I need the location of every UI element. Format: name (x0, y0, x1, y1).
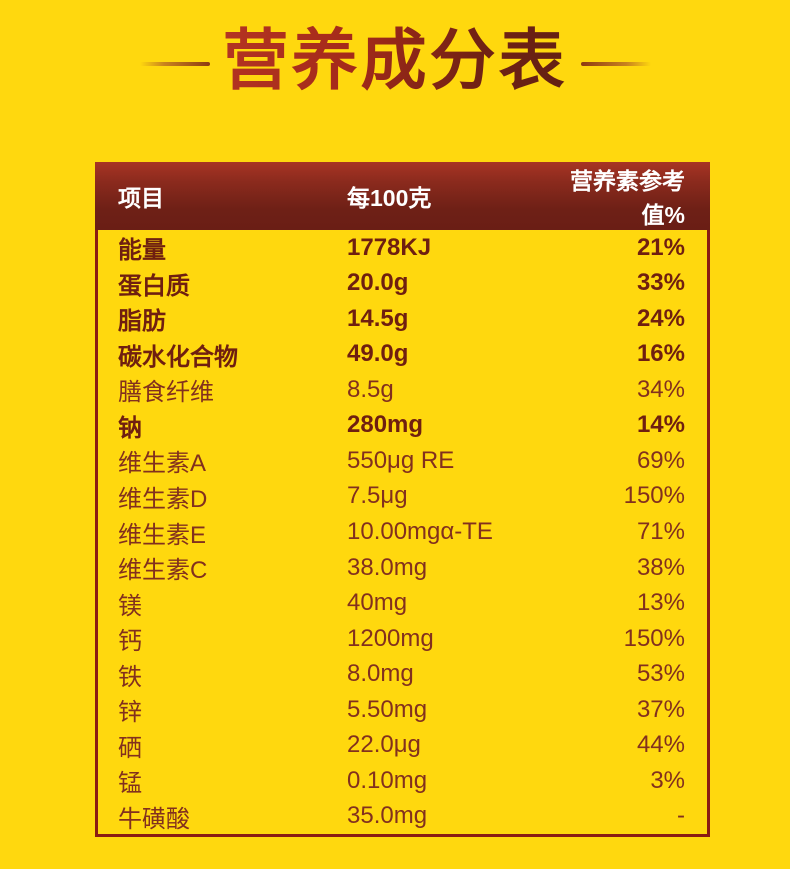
row-nrv-percent: 150% (623, 624, 685, 652)
row-nutrient-label: 牛磺酸 (118, 805, 190, 833)
table-row: 能量 1778KJ 21% (98, 230, 707, 266)
table-row: 维生素A 550μg RE 69% (98, 443, 707, 479)
row-nrv-percent: 14% (636, 411, 685, 439)
header-per-100g-column: 每100克 (347, 185, 432, 211)
row-amount-value: 22.0μg (347, 731, 421, 759)
row-nutrient-label: 维生素C (118, 557, 208, 585)
row-nutrient-label: 能量 (118, 237, 166, 265)
row-amount-value: 40mg (347, 589, 408, 617)
row-amount-value: 1200mg (347, 624, 434, 652)
row-amount-value: 550μg RE (347, 446, 455, 474)
row-nrv-percent: - (677, 802, 685, 830)
table-row: 硒 22.0μg 44% (98, 727, 707, 763)
row-amount-value: 7.5μg (347, 482, 408, 510)
row-nutrient-label: 钠 (118, 414, 142, 442)
table-row: 锌 5.50mg 37% (98, 692, 707, 728)
row-nutrient-label: 膳食纤维 (118, 379, 214, 407)
table-row: 维生素D 7.5μg 150% (98, 479, 707, 515)
row-nutrient-label: 维生素A (118, 450, 207, 478)
row-nrv-percent: 37% (636, 695, 685, 723)
row-nrv-percent: 71% (636, 518, 685, 546)
table-row: 镁 40mg 13% (98, 585, 707, 621)
row-nutrient-label: 硒 (118, 734, 142, 762)
table-row: 维生素C 38.0mg 38% (98, 550, 707, 586)
title-left-line (139, 62, 210, 66)
page-title: 营养成分表 (222, 23, 568, 98)
row-amount-value: 49.0g (347, 340, 409, 368)
row-nrv-percent: 69% (636, 446, 685, 474)
row-nutrient-label: 铁 (118, 663, 142, 691)
row-amount-value: 8.5g (347, 375, 394, 403)
header-item-column: 项目 (118, 185, 164, 211)
table-row: 维生素E 10.00mgα-TE 71% (98, 514, 707, 550)
row-nrv-percent: 34% (636, 375, 685, 403)
row-nutrient-label: 钙 (118, 628, 142, 656)
table-row: 锰 0.10mg 3% (98, 763, 707, 799)
title-section: 营养成分表 (0, 18, 790, 104)
row-nrv-percent: 16% (636, 340, 685, 368)
row-amount-value: 35.0mg (347, 802, 428, 830)
table-body: 能量 1778KJ 21% 蛋白质 20.0g 33% 脂肪 14.5g 24%… (95, 230, 710, 837)
row-nutrient-label: 脂肪 (118, 308, 166, 336)
row-amount-value: 280mg (347, 411, 424, 439)
row-nrv-percent: 150% (623, 482, 685, 510)
header-nrv-column: 营养素参考值% (570, 168, 685, 228)
table-row: 碳水化合物 49.0g 16% (98, 337, 707, 373)
table-row: 膳食纤维 8.5g 34% (98, 372, 707, 408)
row-amount-value: 10.00mgα-TE (347, 518, 493, 546)
row-nrv-percent: 44% (636, 731, 685, 759)
row-amount-value: 1778KJ (347, 233, 432, 261)
row-nutrient-label: 碳水化合物 (118, 343, 238, 371)
nutrition-table: 项目 每100克 营养素参考值% 能量 1778KJ 21% 蛋白质 20.0g… (95, 162, 710, 837)
row-nrv-percent: 24% (636, 304, 685, 332)
row-nutrient-label: 锰 (118, 770, 142, 798)
title-right-line (580, 62, 651, 66)
row-nutrient-label: 锌 (118, 699, 142, 727)
row-amount-value: 5.50mg (347, 695, 428, 723)
row-nrv-percent: 3% (650, 766, 685, 794)
row-amount-value: 8.0mg (347, 660, 414, 688)
row-nutrient-label: 维生素D (118, 485, 208, 513)
row-nrv-percent: 21% (636, 233, 685, 261)
table-row: 牛磺酸 35.0mg - (98, 799, 707, 835)
row-nrv-percent: 13% (636, 589, 685, 617)
row-nrv-percent: 53% (636, 660, 685, 688)
row-amount-value: 0.10mg (347, 766, 428, 794)
table-row: 钠 280mg 14% (98, 408, 707, 444)
row-nrv-percent: 38% (636, 553, 685, 581)
row-nutrient-label: 维生素E (118, 521, 207, 549)
row-nutrient-label: 镁 (118, 592, 142, 620)
table-row: 钙 1200mg 150% (98, 621, 707, 657)
table-row: 铁 8.0mg 53% (98, 656, 707, 692)
row-amount-value: 38.0mg (347, 553, 428, 581)
row-nutrient-label: 蛋白质 (118, 272, 190, 300)
table-row: 蛋白质 20.0g 33% (98, 266, 707, 302)
table-row: 脂肪 14.5g 24% (98, 301, 707, 337)
row-amount-value: 14.5g (347, 304, 409, 332)
row-amount-value: 20.0g (347, 269, 409, 297)
table-header-row: 项目 每100克 营养素参考值% (95, 162, 710, 230)
row-nrv-percent: 33% (636, 269, 685, 297)
